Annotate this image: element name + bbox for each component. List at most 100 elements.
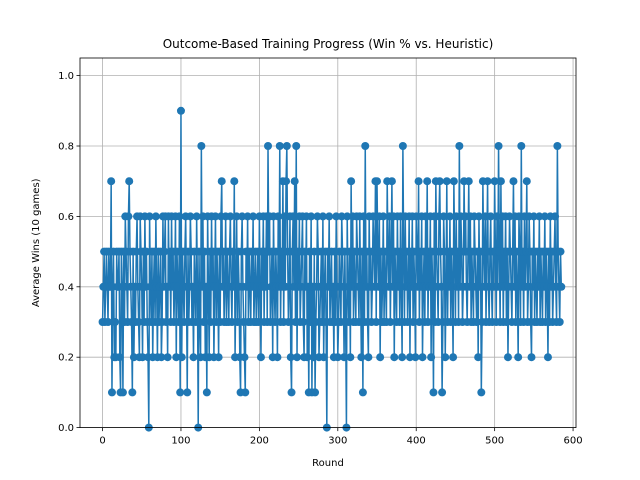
data-point (232, 212, 241, 221)
data-point (195, 247, 203, 256)
data-point (379, 212, 388, 221)
data-point (199, 318, 208, 326)
data-point (418, 353, 427, 362)
data-point (464, 177, 473, 186)
data-point (142, 247, 151, 256)
x-tick-label: 400 (407, 436, 426, 447)
data-point (356, 282, 365, 291)
data-point (118, 388, 127, 397)
data-point (174, 318, 183, 326)
data-point (163, 353, 172, 362)
data-point (496, 177, 505, 186)
data-point (211, 212, 220, 221)
data-point (129, 353, 138, 362)
data-point (509, 177, 518, 186)
y-tick-label: 0.4 (58, 282, 74, 293)
data-point (441, 353, 450, 362)
data-point (403, 318, 412, 326)
data-point (280, 212, 289, 221)
data-point (264, 142, 273, 150)
data-point (318, 212, 327, 221)
data-point (241, 388, 250, 397)
data-point (398, 353, 407, 362)
data-point (325, 212, 334, 221)
data-point (176, 388, 185, 397)
y-tick-label: 0.0 (58, 423, 74, 434)
data-point (293, 353, 302, 362)
data-point (483, 177, 492, 186)
data-point (343, 212, 352, 221)
data-point (361, 142, 370, 150)
data-point (271, 247, 280, 256)
series-wins (98, 106, 566, 432)
data-point (282, 142, 291, 150)
data-point (522, 177, 531, 186)
data-point (311, 388, 320, 397)
data-point (369, 212, 378, 221)
data-point (514, 353, 523, 362)
data-point (412, 212, 421, 221)
data-point (411, 353, 420, 362)
y-tick-label: 1.0 (58, 71, 74, 82)
data-point (503, 353, 512, 362)
data-point (107, 177, 116, 186)
data-point (346, 353, 355, 362)
data-point (474, 353, 483, 362)
data-point (200, 247, 209, 256)
data-point (553, 142, 562, 150)
data-point (172, 353, 181, 362)
y-tick-label: 0.2 (58, 353, 74, 364)
data-point (104, 318, 113, 326)
data-point (333, 353, 342, 362)
data-point (292, 142, 301, 150)
data-point (202, 388, 211, 397)
x-tick-label: 300 (328, 436, 347, 447)
data-point (226, 212, 235, 221)
data-point (230, 177, 239, 186)
data-point (189, 353, 198, 362)
data-point (284, 318, 293, 326)
data-point (249, 212, 258, 221)
data-point (151, 212, 160, 221)
data-point (505, 212, 514, 221)
data-point (173, 247, 182, 256)
data-point (529, 212, 538, 221)
data-point (555, 318, 564, 326)
data-point (390, 353, 399, 362)
y-axis-label: Average Wins (10 games) (31, 178, 42, 307)
data-point (332, 212, 341, 221)
data-point (319, 353, 328, 362)
data-point (299, 318, 308, 326)
x-tick-label: 200 (250, 436, 269, 447)
data-point (115, 353, 124, 362)
data-point (556, 247, 565, 256)
data-point (373, 177, 382, 186)
x-axis-label: Round (312, 458, 344, 469)
data-point (347, 177, 356, 186)
data-point (186, 212, 195, 221)
data-point (527, 353, 536, 362)
data-point (494, 142, 503, 150)
data-point (275, 142, 284, 150)
data-point (183, 388, 192, 397)
data-point (175, 212, 184, 221)
data-point (514, 212, 523, 221)
data-point (409, 318, 418, 326)
x-axis: 0 100 200 300 400 500 600 (99, 427, 583, 447)
data-point (364, 353, 373, 362)
plot-frame (79, 57, 577, 429)
data-point (439, 212, 448, 221)
data-point (442, 177, 451, 186)
data-point (540, 212, 549, 221)
data-point (423, 318, 432, 326)
data-point (306, 318, 315, 326)
data-point (240, 353, 249, 362)
data-point (429, 388, 438, 397)
data-point (405, 353, 414, 362)
data-point (358, 388, 367, 397)
data-point (307, 212, 316, 221)
data-point (288, 247, 297, 256)
data-point (423, 177, 432, 186)
data-point (354, 318, 363, 326)
